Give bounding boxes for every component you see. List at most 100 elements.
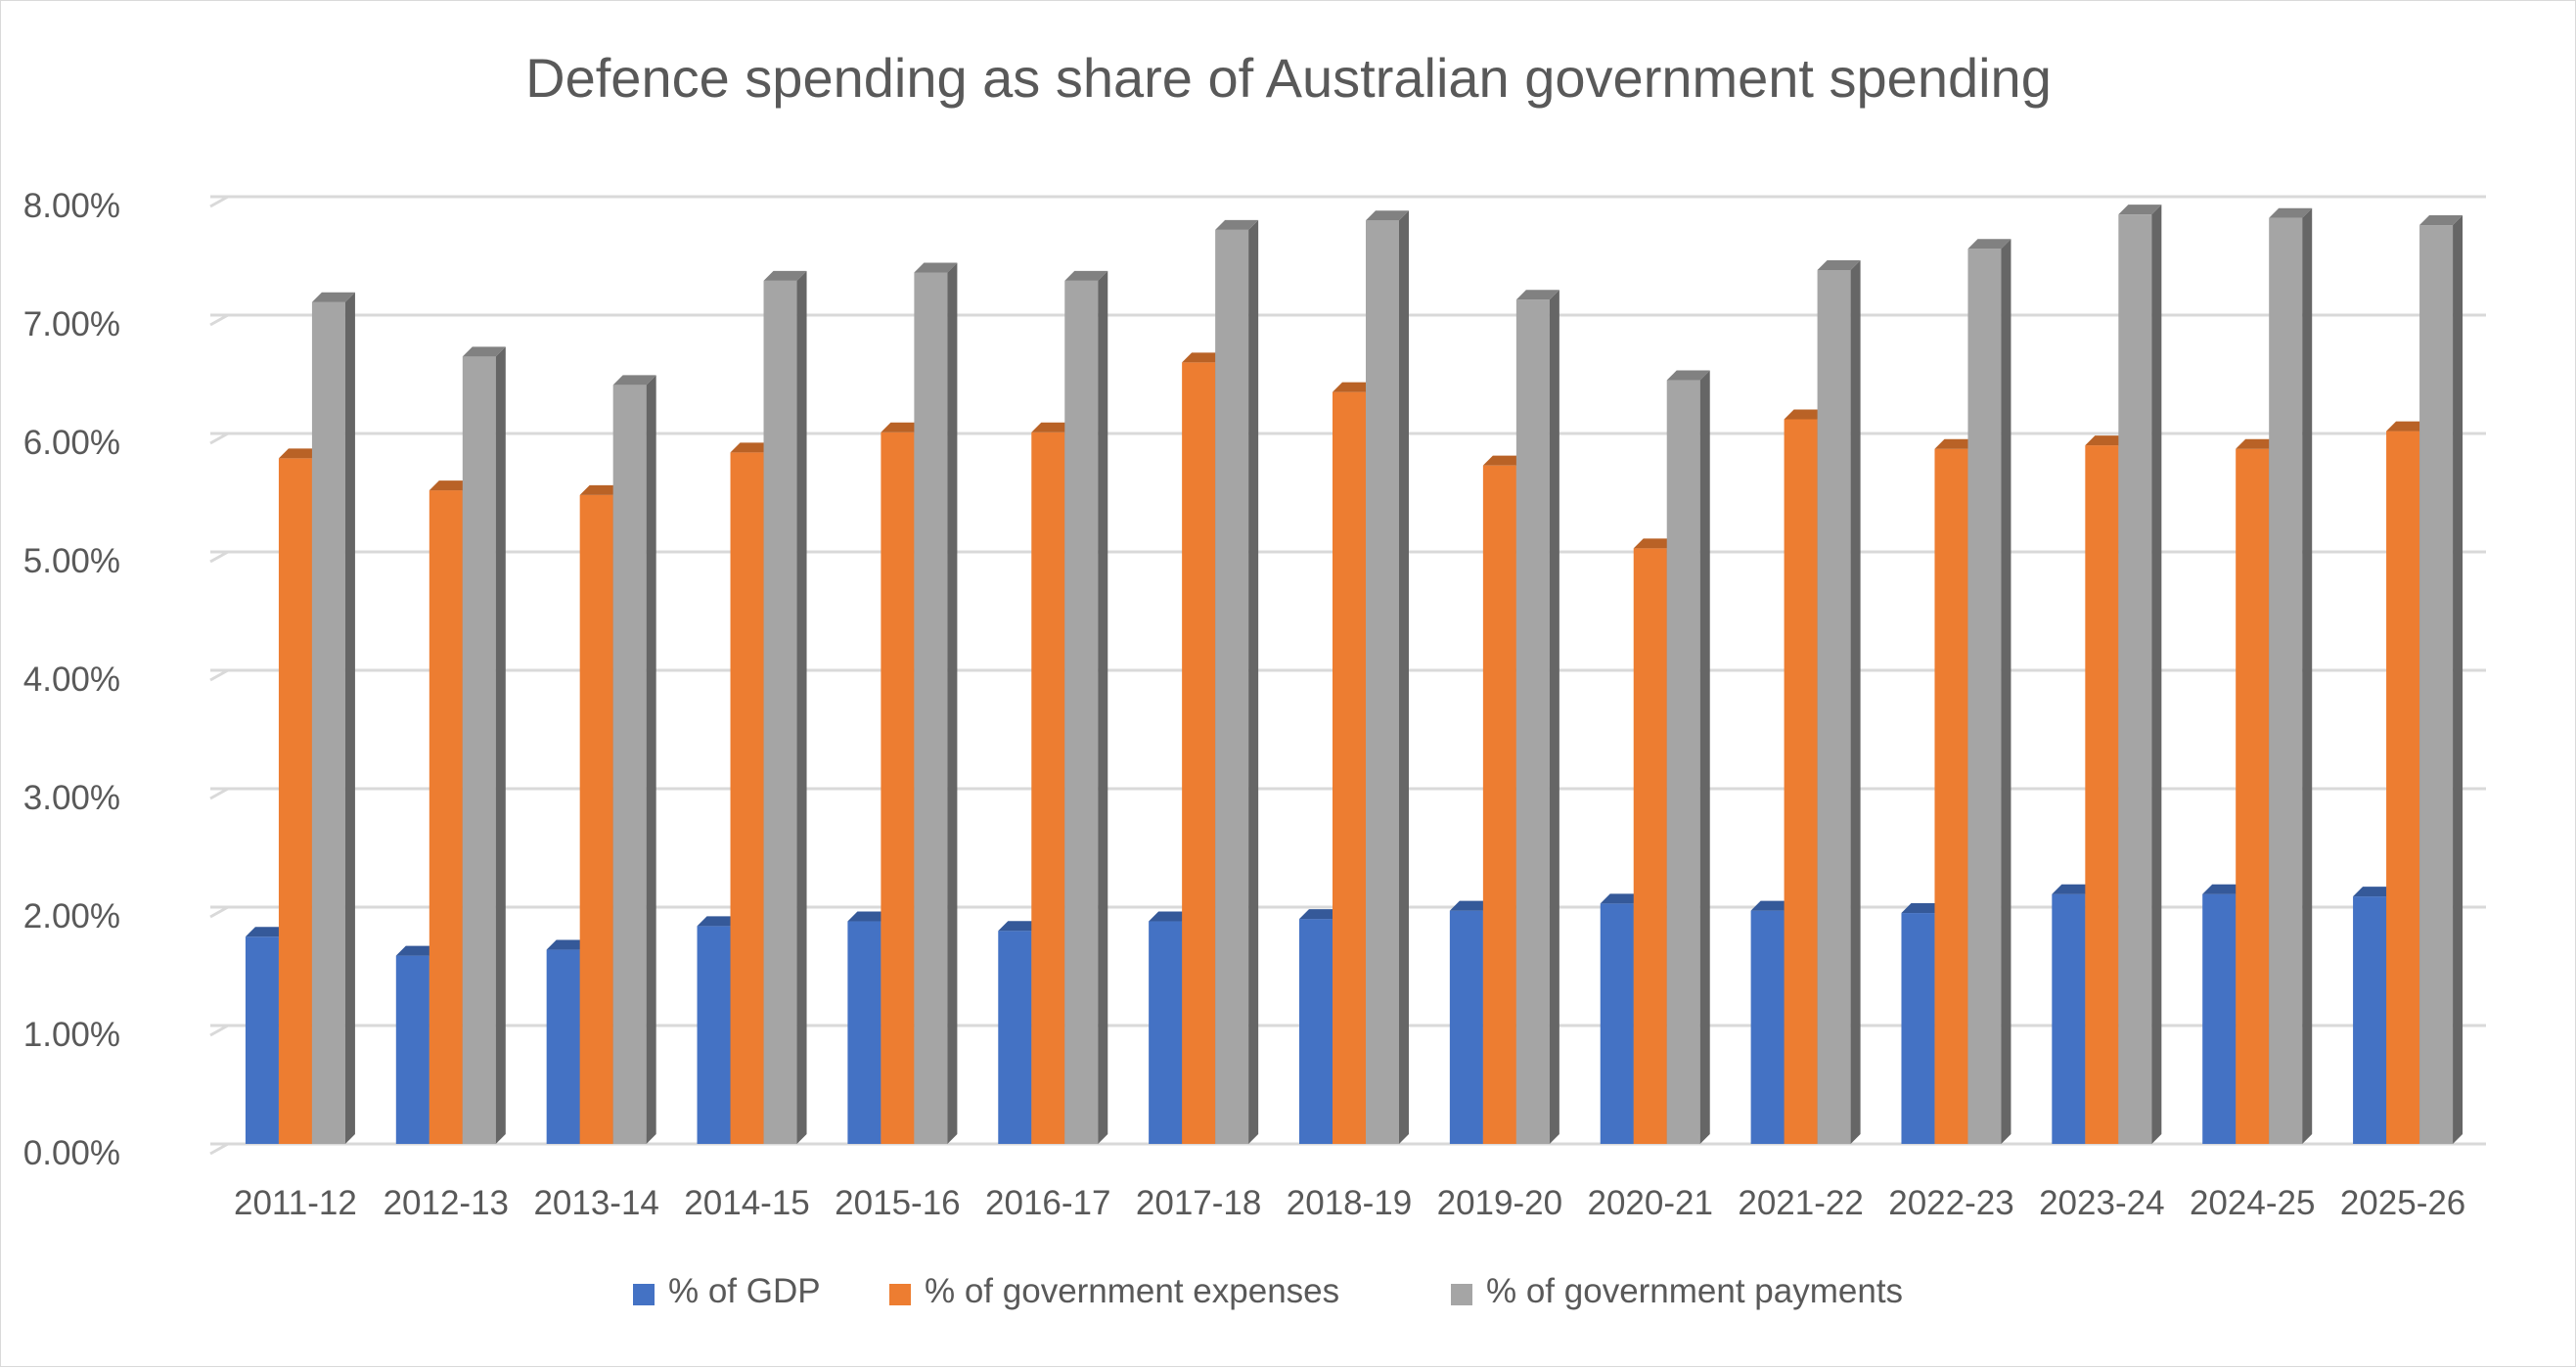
x-tick-label: 2011-12	[234, 1184, 357, 1222]
gridline-depth	[209, 195, 229, 208]
gridline-depth	[209, 905, 229, 919]
bar-top	[1934, 438, 1978, 449]
bar-side	[2001, 239, 2011, 1145]
bar	[763, 270, 807, 1144]
bar-front	[2202, 893, 2237, 1144]
bar-front	[462, 356, 496, 1145]
bar-front	[612, 385, 647, 1144]
bar-side	[646, 375, 656, 1144]
y-tick-label: 8.00%	[23, 187, 120, 225]
bar-top	[612, 375, 656, 386]
x-tick-label: 2015-16	[835, 1184, 960, 1222]
bar-side	[947, 262, 958, 1144]
bar-top	[1666, 370, 1710, 381]
y-tick-label: 0.00%	[23, 1134, 120, 1172]
bar-top	[546, 939, 590, 950]
bar-top	[462, 346, 506, 357]
bar-front	[1299, 919, 1333, 1144]
bar-top	[2419, 215, 2463, 226]
bar-front	[2236, 448, 2270, 1145]
bar-top	[429, 480, 473, 491]
bar-front	[278, 458, 312, 1144]
bar-top	[2202, 884, 2246, 894]
y-tick-label: 4.00%	[23, 661, 120, 699]
bar-side	[1549, 290, 1559, 1144]
bar-top	[1449, 900, 1493, 911]
bar-front	[1666, 380, 1700, 1144]
bar-top	[2236, 438, 2280, 449]
bar-front	[2085, 445, 2119, 1145]
bar-front	[2353, 896, 2387, 1144]
bar-front	[1750, 910, 1785, 1144]
bar-front	[2269, 217, 2303, 1144]
bar-front	[2052, 893, 2086, 1144]
bar-front	[1515, 299, 1550, 1144]
gridline-depth	[209, 313, 229, 327]
x-tick-label: 2023-24	[2039, 1184, 2164, 1222]
bar-front	[763, 280, 797, 1144]
bar-front	[730, 452, 764, 1144]
bar-front	[1967, 249, 2002, 1145]
gridline-depth	[209, 550, 229, 564]
bar-top	[1784, 409, 1828, 420]
legend-swatch	[1451, 1284, 1472, 1305]
bar-front	[1449, 910, 1483, 1144]
bar	[1967, 239, 2011, 1145]
bar-top	[730, 442, 774, 453]
bar-front	[1333, 391, 1366, 1144]
bar-top	[1299, 909, 1342, 920]
bar-side	[2453, 215, 2463, 1145]
bar	[462, 346, 506, 1145]
bar-top	[2052, 884, 2096, 894]
bar-front	[395, 955, 429, 1144]
bar-top	[1215, 219, 1259, 230]
bar-front	[1633, 548, 1667, 1144]
bar-top	[1366, 210, 1409, 221]
legend-swatch	[633, 1284, 655, 1305]
bar	[1064, 270, 1108, 1144]
x-tick-label: 2022-23	[1888, 1184, 2013, 1222]
bar-front	[311, 301, 345, 1144]
x-tick-label: 2020-21	[1588, 1184, 1713, 1222]
x-tick-label: 2016-17	[985, 1184, 1110, 1222]
bar-top	[579, 484, 623, 495]
y-tick-label: 1.00%	[23, 1016, 120, 1054]
bar-side	[2302, 207, 2313, 1144]
bar-side	[1399, 210, 1409, 1144]
bar-top	[1633, 538, 1677, 549]
bar-front	[579, 494, 613, 1144]
bar-front	[1064, 280, 1099, 1144]
bar-front	[847, 921, 881, 1144]
y-tick-label: 2.00%	[23, 897, 120, 935]
bar-side	[495, 346, 506, 1145]
legend-label: % of government payments	[1486, 1272, 1903, 1310]
legend-item: % of government payments	[1451, 1272, 1903, 1310]
bars	[245, 205, 2463, 1145]
bar-side	[2151, 205, 2162, 1144]
bar-front	[998, 931, 1032, 1144]
bar-top	[1482, 455, 1526, 466]
gridline-depth	[209, 1024, 229, 1037]
bar-front	[1901, 913, 1935, 1144]
bar	[881, 422, 925, 1144]
y-tick-label: 7.00%	[23, 305, 120, 343]
legend-label: % of GDP	[668, 1272, 821, 1310]
bar-top	[1901, 903, 1945, 914]
bar-front	[1934, 448, 1968, 1145]
x-tick-label: 2013-14	[533, 1184, 658, 1222]
bar-side	[344, 292, 355, 1144]
bar-top	[1031, 422, 1075, 433]
bar-front	[245, 936, 279, 1144]
bar-front	[546, 949, 580, 1144]
bar-front	[1031, 432, 1065, 1144]
bar-front	[2419, 225, 2454, 1145]
legend: % of GDP % of government expenses % of gov…	[633, 1272, 1903, 1310]
bar-front	[1784, 419, 1818, 1145]
bar-top	[1817, 260, 1861, 271]
legend-item: % of government expenses	[889, 1272, 1339, 1310]
bar-side	[1098, 270, 1108, 1144]
bar-top	[1333, 382, 1376, 392]
bar-top	[1182, 352, 1226, 363]
